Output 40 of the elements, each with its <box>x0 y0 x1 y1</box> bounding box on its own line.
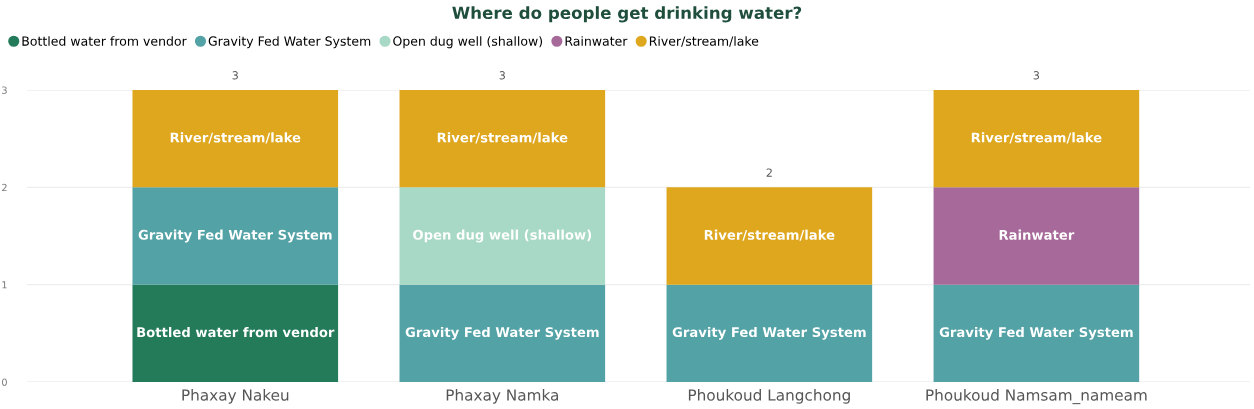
legend-label: Open dug well (shallow) <box>393 36 543 49</box>
y-tick-label: 0 <box>2 378 7 386</box>
bar <box>132 284 339 382</box>
legend-label: Rainwater <box>565 36 628 46</box>
bar <box>132 90 339 188</box>
bar <box>933 284 1140 382</box>
x-tick-label: Phaxay Namka <box>446 388 559 404</box>
text: Open dug well (shallow) <box>413 229 592 243</box>
total-label: 3 <box>232 71 238 80</box>
x-tick-label: Phoukoud Namsam_nameam <box>926 388 1147 405</box>
text: Gravity Fed Water System <box>405 326 599 340</box>
legend-label: Bottled water from vendor <box>22 36 187 46</box>
text: Rainwater <box>999 229 1075 240</box>
bar <box>132 187 339 285</box>
text: River/stream/lake <box>437 132 568 144</box>
text: River/stream/lake <box>704 229 835 241</box>
text: Gravity Fed Water System <box>672 326 866 340</box>
chart-title: Where do people get drinking water? <box>452 6 802 23</box>
total-label: 3 <box>499 71 505 80</box>
bar <box>933 187 1140 285</box>
text: River/stream/lake <box>170 132 301 144</box>
legend-label: River/stream/lake <box>649 36 759 47</box>
bar <box>933 90 1140 188</box>
total-label: 2 <box>766 168 772 177</box>
bar <box>399 90 606 188</box>
total-label: 3 <box>1033 71 1040 80</box>
text: Bottled water from vendor <box>137 326 335 338</box>
y-tick-label: 3 <box>2 86 7 94</box>
legend-label: Gravity Fed Water System <box>208 36 371 49</box>
bar <box>399 284 606 382</box>
bar <box>666 284 873 382</box>
y-tick-label: 1 <box>2 281 7 289</box>
x-tick-label: Phoukoud Langchong <box>688 388 850 404</box>
y-tick-label: 2 <box>2 183 7 192</box>
text: River/stream/lake <box>971 132 1102 144</box>
text: Gravity Fed Water System <box>939 326 1133 340</box>
bar <box>399 187 606 285</box>
x-tick-label: Phaxay Nakeu <box>182 388 289 404</box>
text: Gravity Fed Water System <box>138 229 332 243</box>
bar <box>666 187 873 285</box>
